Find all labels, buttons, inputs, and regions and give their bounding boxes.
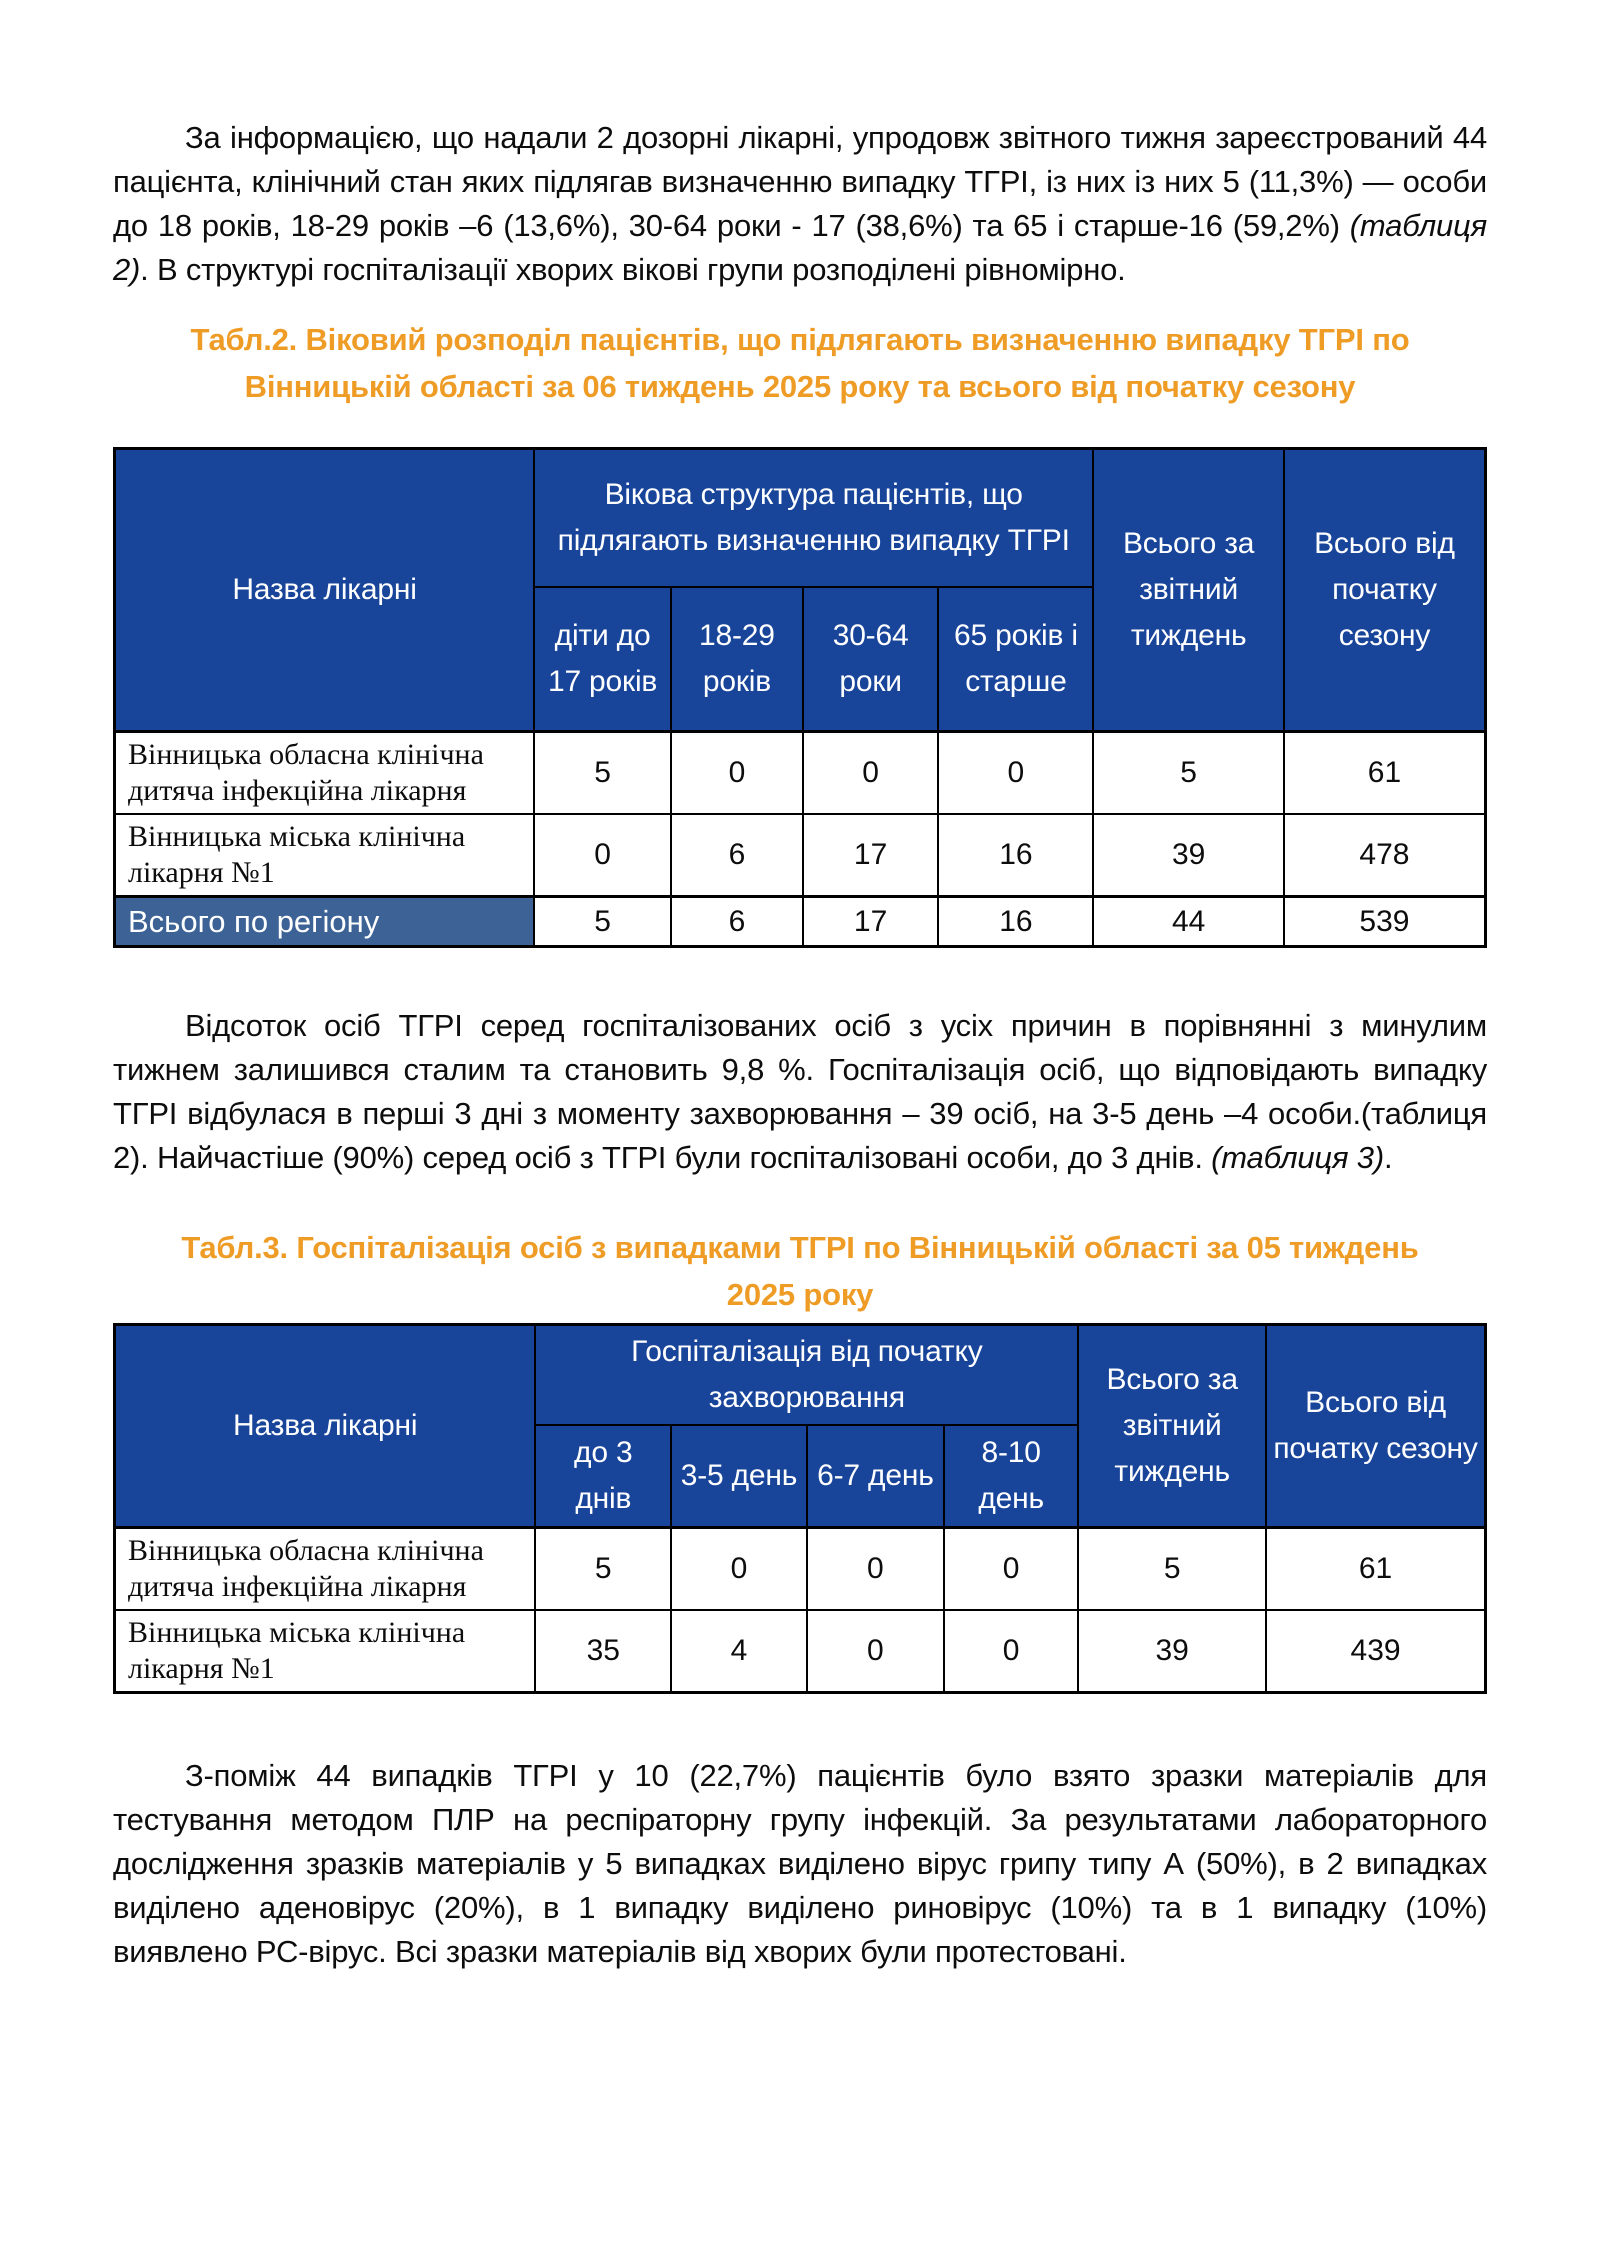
- table3-row-oblast-hospital: Вінницька обласна клінічна дитяча інфекц…: [113, 1526, 1487, 1611]
- paragraph-hospitalization-italic-ref: (таблиця 3): [1211, 1140, 1384, 1175]
- table-cell: 0: [533, 813, 673, 898]
- table-cell: 16: [937, 813, 1095, 898]
- paragraph-hospitalization-text: Відсоток осіб ТГРІ серед госпіталізовани…: [113, 1008, 1487, 1175]
- table-cell: 35: [534, 1609, 673, 1694]
- table-cell: 0: [805, 1526, 945, 1611]
- table2-row-city-hospital: Вінницька міська клінічна лікарня №1 0 6…: [113, 813, 1487, 898]
- table3-col-header-season-total: Всього від початку сезону: [1265, 1323, 1487, 1529]
- table3-title-line1: Табл.3. Госпіталізація осіб з випадками …: [181, 1230, 1419, 1265]
- table-cell: 0: [801, 730, 940, 815]
- hospital-name-cell: Вінницька обласна клінічна дитяча інфекц…: [113, 1526, 537, 1611]
- table-cell: 0: [942, 1526, 1080, 1611]
- table2-title-line2: Вінницькій області за 06 тиждень 2025 ро…: [244, 369, 1356, 404]
- table3-title: Табл.3. Госпіталізація осіб з випадками …: [113, 1224, 1487, 1318]
- table3-col-header-upto3days: до 3 днів: [534, 1423, 673, 1529]
- table-age-distribution: Назва лікарні Вікова структура пацієнтів…: [113, 447, 1487, 948]
- table-cell: 5: [533, 895, 673, 948]
- table3-row-city-hospital: Вінницька міська клінічна лікарня №1 35 …: [113, 1609, 1487, 1694]
- table-cell: 44: [1092, 895, 1285, 948]
- table-cell: 4: [670, 1609, 808, 1694]
- table2-col-header-age-0-17: діти до 17 років: [533, 585, 673, 733]
- table2-row-oblast-hospital: Вінницька обласна клінічна дитяча інфекц…: [113, 730, 1487, 815]
- table2-col-header-season-total: Всього від початку сезону: [1282, 447, 1487, 733]
- table3-col-header-week-total: Всього за звітний тиждень: [1077, 1323, 1268, 1529]
- table-cell: 5: [1077, 1526, 1268, 1611]
- table3-title-line2: 2025 року: [726, 1277, 874, 1312]
- table2-row-region-total: Всього по регіону 5 6 17 16 44 539: [113, 895, 1487, 948]
- table2-col-header-hospital: Назва лікарні: [113, 447, 536, 733]
- table-hospitalization-timing: Назва лікарні Госпіталізація від початку…: [113, 1323, 1487, 1694]
- table-cell: 0: [942, 1609, 1080, 1694]
- paragraph-lab-results-text: З-поміж 44 випадків ТГРІ у 10 (22,7%) па…: [113, 1758, 1487, 1969]
- table-cell: 5: [533, 730, 673, 815]
- table-cell: 16: [937, 895, 1095, 948]
- table3-header-row-2: до 3 днів 3-5 день 6-7 день 8-10 день: [115, 1423, 1486, 1529]
- hospital-name-cell: Вінницька обласна клінічна дитяча інфекц…: [113, 730, 536, 815]
- table-cell: 5: [1092, 730, 1285, 815]
- region-total-label-cell: Всього по регіону: [113, 895, 536, 948]
- paragraph-hospitalization: Відсоток осіб ТГРІ серед госпіталізовани…: [113, 1004, 1487, 1180]
- table-cell: 539: [1282, 895, 1487, 948]
- table3-header-row-1: Назва лікарні Госпіталізація від початку…: [113, 1323, 1487, 1529]
- paragraph-intro-text: За інформацією, що надали 2 дозорні ліка…: [113, 120, 1487, 243]
- paragraph-hospitalization-tail: .: [1383, 1140, 1393, 1175]
- paragraph-intro: За інформацією, що надали 2 дозорні ліка…: [113, 116, 1487, 292]
- table-cell: 478: [1282, 813, 1487, 898]
- table-cell: 17: [801, 813, 940, 898]
- table2-header-row-1: Назва лікарні Вікова структура пацієнтів…: [113, 447, 1487, 733]
- table2-header-row-2: діти до 17 років 18-29 років 30-64 роки …: [115, 585, 1486, 733]
- table-cell: 39: [1092, 813, 1285, 898]
- table-cell: 6: [670, 813, 804, 898]
- table2-col-header-age-30-64: 30-64 роки: [801, 585, 940, 733]
- table-cell: 39: [1077, 1609, 1268, 1694]
- table-cell: 6: [670, 895, 804, 948]
- table2-col-header-age-65plus: 65 років і старше: [937, 585, 1095, 733]
- table2-title-line1: Табл.2. Віковий розподіл пацієнтів, що п…: [190, 322, 1410, 357]
- table-cell: 61: [1265, 1526, 1487, 1611]
- table-cell: 61: [1282, 730, 1487, 815]
- paragraph-intro-italic-ref: (таблиця 2): [113, 208, 1487, 287]
- hospital-name-cell: Вінницька міська клінічна лікарня №1: [113, 1609, 537, 1694]
- table-cell: 439: [1265, 1609, 1487, 1694]
- table2-col-header-age-18-29: 18-29 років: [670, 585, 804, 733]
- table3-col-header-8-10days: 8-10 день: [942, 1423, 1080, 1529]
- table2-col-header-week-total: Всього за звітний тиждень: [1092, 447, 1285, 733]
- hospital-name-cell: Вінницька міська клінічна лікарня №1: [113, 813, 536, 898]
- paragraph-lab-results: З-поміж 44 випадків ТГРІ у 10 (22,7%) па…: [113, 1754, 1487, 1974]
- table-cell: 5: [534, 1526, 673, 1611]
- table-cell: 0: [670, 1526, 808, 1611]
- paragraph-intro-tail: . В структурі госпіталізації хворих віко…: [140, 252, 1126, 287]
- table2-col-header-age-group: Вікова структура пацієнтів, що підлягают…: [533, 447, 1095, 588]
- table-cell: 0: [937, 730, 1095, 815]
- table-cell: 17: [801, 895, 940, 948]
- table-cell: 0: [805, 1609, 945, 1694]
- table3-col-header-6-7days: 6-7 день: [805, 1423, 945, 1529]
- table2-title: Табл.2. Віковий розподіл пацієнтів, що п…: [113, 316, 1487, 410]
- table3-col-header-hospital: Назва лікарні: [113, 1323, 537, 1529]
- table3-col-header-timing-group: Госпіталізація від початку захворювання: [534, 1323, 1080, 1426]
- table3-col-header-3-5days: 3-5 день: [670, 1423, 808, 1529]
- table-cell: 0: [670, 730, 804, 815]
